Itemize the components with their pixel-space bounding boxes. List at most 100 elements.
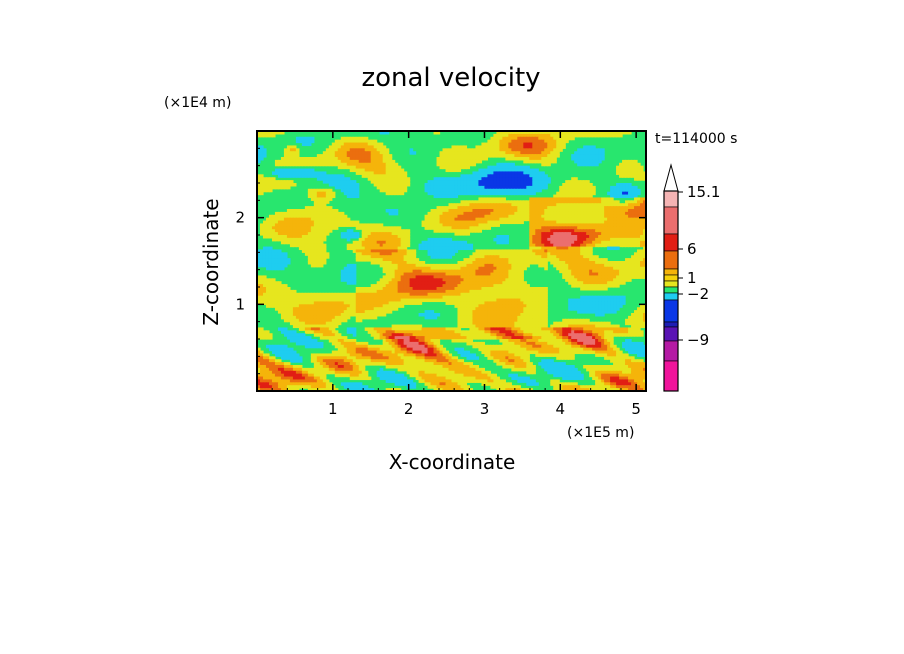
- field-cell: [547, 142, 551, 147]
- field-cell: [601, 229, 605, 233]
- field-cell: [259, 223, 264, 227]
- field-cell: [616, 301, 620, 305]
- field-cell: [370, 237, 375, 242]
- field-cell: [634, 266, 638, 271]
- field-cell: [625, 261, 629, 265]
- field-cell: [502, 136, 506, 141]
- field-cell: [334, 217, 339, 222]
- field-cell: [499, 154, 503, 158]
- field-cell: [427, 275, 432, 279]
- field-cell: [541, 261, 545, 265]
- field-cell: [442, 292, 447, 297]
- field-cell: [595, 258, 599, 262]
- field-cell: [520, 154, 524, 158]
- field-cell: [367, 174, 372, 178]
- field-cell: [283, 235, 288, 239]
- field-cell: [511, 162, 515, 167]
- field-cell: [289, 237, 294, 242]
- field-cell: [412, 289, 417, 294]
- field-cell: [328, 209, 333, 213]
- field-cell: [511, 200, 515, 204]
- field-cell: [502, 220, 506, 225]
- field-cell: [481, 154, 486, 158]
- field-cell: [508, 157, 512, 161]
- field-cell: [499, 252, 503, 256]
- field-cell: [526, 145, 530, 149]
- field-cell: [586, 131, 590, 135]
- field-cell: [460, 211, 465, 216]
- field-cell: [529, 206, 533, 210]
- field-cell: [373, 249, 378, 253]
- field-cell: [622, 185, 626, 190]
- field-cell: [286, 261, 291, 265]
- field-cell: [427, 211, 432, 216]
- field-cell: [631, 171, 635, 175]
- field-cell: [298, 157, 303, 161]
- field-cell: [337, 295, 342, 300]
- field-cell: [319, 157, 324, 161]
- field-cell: [604, 229, 608, 233]
- field-cell: [439, 298, 444, 303]
- field-cell: [616, 185, 620, 190]
- field-cell: [409, 275, 414, 279]
- field-cell: [346, 304, 351, 308]
- field-cell: [433, 214, 438, 219]
- field-cell: [481, 203, 486, 207]
- field-cell: [604, 281, 608, 285]
- field-cell: [628, 263, 632, 268]
- field-cell: [265, 289, 270, 294]
- field-cell: [478, 278, 483, 282]
- field-cell: [529, 157, 533, 161]
- field-cell: [286, 289, 291, 294]
- field-cell: [370, 159, 375, 164]
- field-cell: [487, 217, 491, 222]
- field-cell: [448, 206, 453, 210]
- field-cell: [421, 281, 426, 285]
- field-cell: [514, 148, 518, 152]
- field-cell: [274, 289, 279, 294]
- field-cell: [574, 223, 578, 227]
- field-cell: [517, 275, 521, 279]
- field-cell: [643, 174, 646, 178]
- field-cell: [622, 131, 626, 135]
- field-cell: [517, 183, 521, 187]
- field-cell: [514, 281, 518, 285]
- field-cell: [502, 154, 506, 158]
- field-cell: [589, 206, 593, 210]
- field-cell: [517, 266, 521, 271]
- field-cell: [601, 295, 605, 300]
- field-cell: [286, 174, 291, 178]
- field-cell: [559, 258, 563, 262]
- field-cell: [259, 188, 264, 193]
- field-cell: [616, 284, 620, 288]
- field-cell: [565, 232, 569, 236]
- field-cell: [589, 151, 593, 155]
- field-cell: [262, 232, 267, 236]
- field-cell: [463, 275, 468, 279]
- field-cell: [433, 220, 438, 225]
- field-cell: [289, 211, 294, 216]
- field-cell: [487, 171, 491, 175]
- field-cell: [523, 252, 527, 256]
- field-cell: [493, 151, 497, 155]
- field-cell: [532, 240, 536, 245]
- field-cell: [373, 171, 378, 175]
- field-cell: [439, 255, 444, 259]
- field-cell: [643, 203, 646, 207]
- field-cell: [550, 145, 554, 149]
- field-cell: [433, 188, 438, 193]
- field-cell: [616, 269, 620, 274]
- field-cell: [361, 301, 366, 305]
- field-cell: [529, 229, 533, 233]
- field-cell: [259, 154, 264, 158]
- field-cell: [376, 289, 381, 294]
- field-cell: [589, 278, 593, 282]
- field-cell: [580, 162, 584, 167]
- field-cell: [640, 168, 644, 173]
- field-cell: [571, 203, 575, 207]
- field-cell: [364, 154, 369, 158]
- field-cell: [478, 272, 483, 277]
- field-cell: [508, 272, 512, 277]
- field-cell: [448, 223, 453, 227]
- field-cell: [271, 183, 276, 187]
